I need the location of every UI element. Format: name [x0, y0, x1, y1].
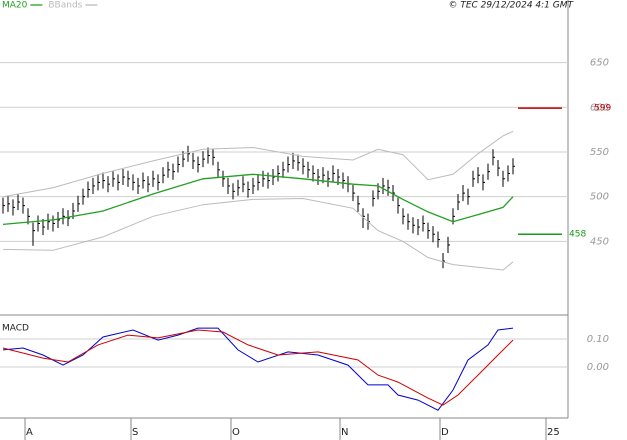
y-tick-label: 500 — [590, 192, 609, 203]
x-tick-label: N — [341, 427, 348, 438]
y-tick-label: 650 — [590, 58, 609, 69]
level-label: 599 — [594, 104, 611, 114]
y-tick-label: 600 — [590, 102, 609, 113]
x-tick-label: A — [26, 427, 33, 438]
legend-label: BBands — [48, 1, 82, 11]
y-tick-label: 0.00 — [587, 362, 609, 373]
level-label: 458 — [569, 230, 586, 240]
band-lower — [2, 197, 514, 271]
x-tick-label: S — [132, 427, 138, 438]
ma-line — [2, 173, 514, 226]
macd-line — [2, 327, 514, 411]
x-tick-label: D — [441, 427, 449, 438]
x-tick-label: O — [232, 427, 240, 438]
legend-label: MA20 — [2, 1, 28, 11]
y-tick-label: 0.10 — [587, 334, 609, 345]
y-tick-label: 450 — [590, 236, 609, 247]
y-tick-label: 550 — [590, 147, 609, 158]
band-upper — [2, 130, 514, 198]
macd-line — [2, 329, 514, 406]
macd-title: MACD — [2, 324, 29, 334]
x-tick-label: 25 — [547, 427, 560, 438]
source-note: © TEC 29/12/2024 4:1 GMT — [448, 1, 574, 11]
